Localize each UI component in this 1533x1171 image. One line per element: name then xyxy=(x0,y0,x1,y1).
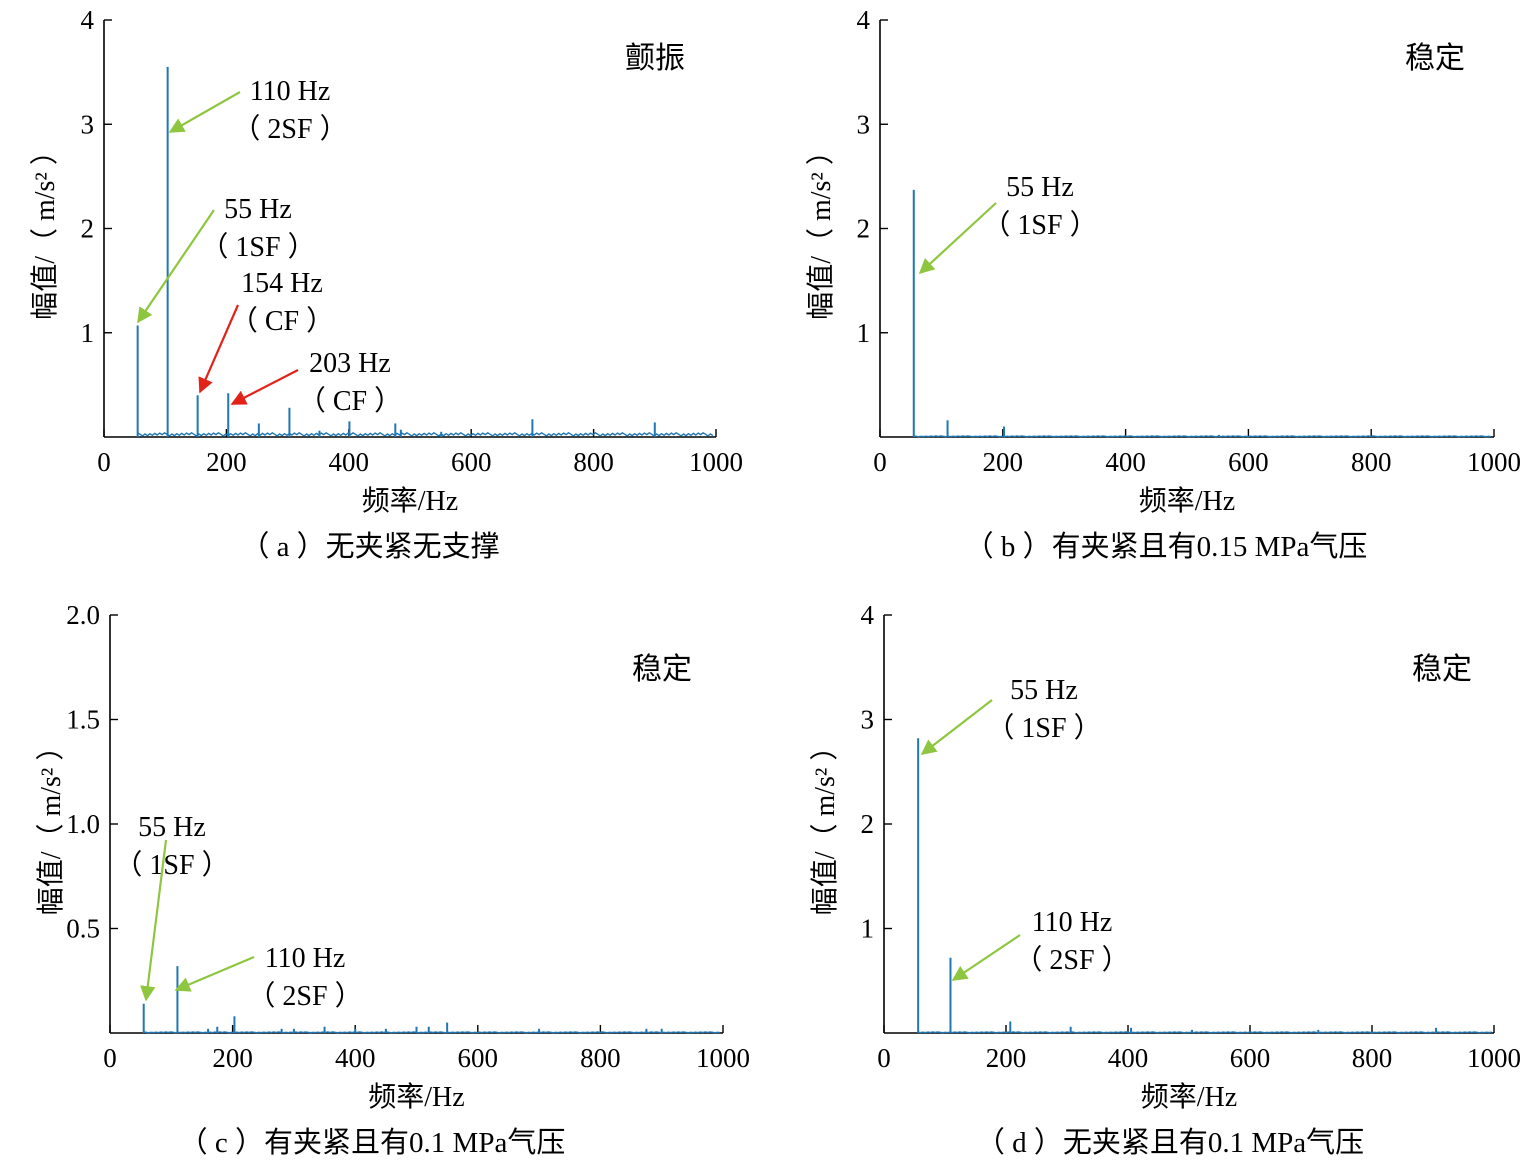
state-label: 稳定 xyxy=(1412,653,1472,686)
y-tick-label: 4 xyxy=(81,5,95,35)
chart-panel-a: 0 200 400 600 800 1000 1 2 3 4 频率/Hz 幅值/（ m/s² ） 颤振 1… xyxy=(29,5,743,563)
annotation-frequency: 110 Hz xyxy=(250,76,331,107)
annotation-mode: （ 1SF ） xyxy=(982,209,1097,241)
annotation-arrow xyxy=(951,934,1021,981)
annotation-frequency: 55 Hz xyxy=(1006,172,1074,203)
x-tick-label: 0 xyxy=(103,1043,117,1073)
x-tick-label: 800 xyxy=(573,447,614,477)
annotation-mode: （ 1SF ） xyxy=(114,849,229,881)
x-tick-label: 1000 xyxy=(1467,447,1521,477)
x-tick-label: 400 xyxy=(335,1043,376,1073)
annotation-arrow xyxy=(230,369,299,405)
x-axis-label: 频率/Hz xyxy=(368,1081,464,1113)
x-tick-label: 400 xyxy=(329,447,370,477)
x-tick-label: 800 xyxy=(1352,1043,1393,1073)
y-axis-label: 幅值/（ m/s² ） xyxy=(805,137,837,320)
y-tick-label: 3 xyxy=(81,109,95,139)
panel-caption: （ d ）无夹紧且有0.1 MPa气压 xyxy=(976,1126,1364,1159)
x-tick-label: 1000 xyxy=(689,447,743,477)
annotation-frequency: 110 Hz xyxy=(1032,907,1113,938)
annotation-mode: （ 1SF ） xyxy=(200,231,315,263)
y-tick-label: 1.5 xyxy=(66,705,100,735)
panel-caption: （ b ）有夹紧且有0.15 MPa气压 xyxy=(965,530,1368,563)
y-tick-label: 2 xyxy=(861,809,875,839)
annotation-frequency: 55 Hz xyxy=(138,812,206,843)
y-tick-label: 1 xyxy=(857,318,871,348)
state-label: 颤振 xyxy=(625,42,685,75)
x-tick-label: 0 xyxy=(877,1043,891,1073)
x-tick-label: 800 xyxy=(580,1043,621,1073)
y-tick-label: 2 xyxy=(81,214,95,244)
x-tick-label: 600 xyxy=(1228,447,1269,477)
y-tick-label: 0.5 xyxy=(66,914,100,944)
y-tick-label: 3 xyxy=(861,705,875,735)
state-label: 稳定 xyxy=(1405,42,1465,75)
annotation-arrow xyxy=(137,209,215,324)
annotation-frequency: 154 Hz xyxy=(241,268,323,299)
x-axis-label: 频率/Hz xyxy=(1139,485,1235,517)
x-tick-label: 200 xyxy=(983,447,1024,477)
annotation-frequency: 55 Hz xyxy=(1010,675,1078,706)
annotation-mode: （ 1SF ） xyxy=(986,712,1101,744)
annotation-arrow xyxy=(198,304,240,394)
x-tick-label: 600 xyxy=(451,447,492,477)
x-tick-label: 400 xyxy=(1105,447,1146,477)
x-axis-label: 频率/Hz xyxy=(362,485,458,517)
annotation-frequency: 110 Hz xyxy=(265,943,346,974)
x-axis-label: 频率/Hz xyxy=(1141,1081,1237,1113)
annotation-mode: （ 2SF ） xyxy=(232,113,347,145)
annotation-arrow xyxy=(140,839,168,1002)
annotation-frequency: 55 Hz xyxy=(224,194,292,225)
chart-panel-c: 0 200 400 600 800 1000 0.5 1.0 1.5 2.0 频率/Hz 幅值/（ m… xyxy=(35,600,750,1159)
y-tick-label: 1.0 xyxy=(66,809,100,839)
x-tick-label: 800 xyxy=(1351,447,1392,477)
x-tick-label: 400 xyxy=(1108,1043,1149,1073)
y-tick-label: 4 xyxy=(861,600,875,630)
annotation-arrow xyxy=(918,202,997,275)
y-tick-label: 1 xyxy=(81,318,95,348)
x-tick-label: 600 xyxy=(458,1043,499,1073)
x-tick-label: 600 xyxy=(1230,1043,1271,1073)
state-label: 稳定 xyxy=(632,653,692,686)
annotation-arrow xyxy=(920,699,993,755)
panel-caption: （ a ）无夹紧无支撑 xyxy=(240,530,499,563)
y-axis-label: 幅值/（ m/s² ） xyxy=(35,733,67,916)
annotation-arrow xyxy=(174,955,255,992)
y-axis-label: 幅值/（ m/s² ） xyxy=(29,137,61,320)
x-tick-label: 200 xyxy=(206,447,247,477)
panel-caption: （ c ）有夹紧且有0.1 MPa气压 xyxy=(179,1126,566,1159)
spectrum-noise-floor xyxy=(917,1031,1492,1034)
spectrum-noise-floor xyxy=(136,431,714,438)
spectrum-noise-floor xyxy=(913,435,1491,438)
x-tick-label: 1000 xyxy=(1467,1043,1521,1073)
y-axis-label: 幅值/（ m/s² ） xyxy=(809,733,841,916)
x-tick-label: 1000 xyxy=(696,1043,750,1073)
annotation-mode: （ CF ） xyxy=(298,385,402,417)
y-tick-label: 1 xyxy=(861,914,875,944)
annotation-arrow xyxy=(168,91,241,133)
x-tick-label: 0 xyxy=(97,447,111,477)
y-tick-label: 2.0 xyxy=(66,600,100,630)
y-tick-label: 2 xyxy=(857,214,871,244)
x-tick-label: 200 xyxy=(986,1043,1027,1073)
spectrum-noise-floor xyxy=(142,1031,720,1034)
annotation-mode: （ 2SF ） xyxy=(1014,944,1129,976)
x-tick-label: 0 xyxy=(873,447,887,477)
chart-panel-b: 0 200 400 600 800 1000 1 2 3 4 频率/Hz 幅值/（ m/s² ） 稳定 5… xyxy=(805,5,1521,563)
x-tick-label: 200 xyxy=(212,1043,253,1073)
annotation-frequency: 203 Hz xyxy=(309,348,391,379)
y-tick-label: 3 xyxy=(857,109,871,139)
y-tick-label: 4 xyxy=(857,5,871,35)
annotation-mode: （ CF ） xyxy=(230,305,334,337)
chart-panel-d: 0 200 400 600 800 1000 1 2 3 4 频率/Hz 幅值/（ m/s² ） 稳定 5… xyxy=(809,600,1521,1159)
annotation-mode: （ 2SF ） xyxy=(247,980,362,1012)
